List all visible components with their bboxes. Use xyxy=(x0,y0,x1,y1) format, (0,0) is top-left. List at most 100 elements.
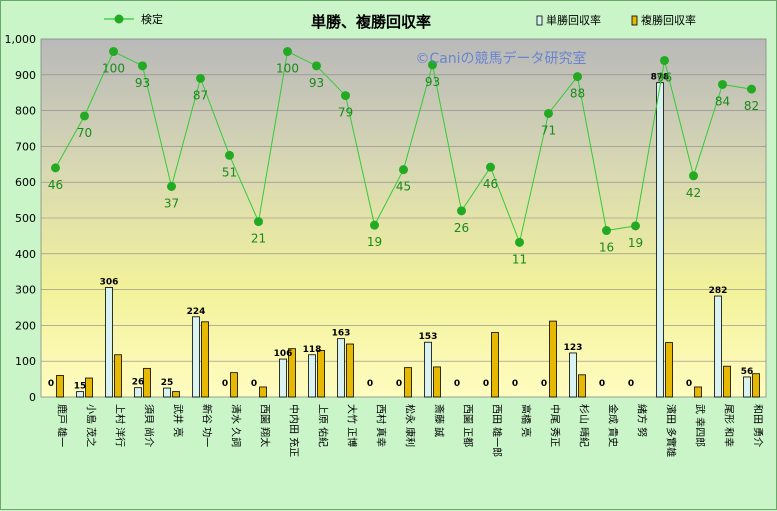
kentei-value-label: 51 xyxy=(222,165,237,179)
kentei-value-label: 21 xyxy=(251,232,266,246)
kentei-value-label: 37 xyxy=(164,196,179,210)
bar-tansho xyxy=(569,352,577,398)
x-tick-label: 斎藤 誠 xyxy=(433,404,446,437)
tansho-value-label: 0 xyxy=(396,379,402,389)
tansho-value-label: 56 xyxy=(741,367,754,377)
legend-fukusho-label: 複勝回収率 xyxy=(641,13,696,27)
tansho-value-label: 0 xyxy=(483,379,489,389)
kentei-point xyxy=(399,165,408,175)
kentei-point xyxy=(138,61,147,71)
bar-fukusho xyxy=(85,377,93,398)
kentei-value-label: 82 xyxy=(744,99,759,113)
bar-fukusho xyxy=(491,332,499,398)
x-tick-label: 上原 佑紀 xyxy=(317,404,330,447)
x-tick-label: 中尾 秀正 xyxy=(549,404,562,447)
y-tick-label: 400 xyxy=(15,248,36,261)
tansho-value-label: 0 xyxy=(454,379,460,389)
tansho-value-label: 224 xyxy=(187,307,206,317)
bar-fukusho xyxy=(114,354,122,398)
kentei-point xyxy=(254,217,263,227)
x-tick-label: 金成 貴史 xyxy=(607,404,620,447)
y-tick-label: 900 xyxy=(15,69,36,82)
x-tick-label: 新谷 功一 xyxy=(201,404,214,447)
legend-fukusho-swatch xyxy=(631,15,638,26)
tansho-value-label: 0 xyxy=(628,379,634,389)
kentei-value-label: 70 xyxy=(77,126,92,140)
x-tick-label: 武 幸四郎 xyxy=(694,404,707,447)
bar-tansho xyxy=(308,354,316,398)
kentei-point xyxy=(718,79,727,89)
x-tick-label: 清水 久詞 xyxy=(230,404,243,447)
bar-fukusho xyxy=(549,320,557,398)
bar-tansho xyxy=(279,358,287,398)
kentei-value-label: 100 xyxy=(102,62,125,76)
kentei-point xyxy=(457,206,466,216)
kentei-point xyxy=(341,91,350,101)
x-tick-label: 和田 勇介 xyxy=(752,404,764,447)
kentei-value-label: 93 xyxy=(425,75,440,89)
y-tick-label: 600 xyxy=(15,176,36,189)
bar-fukusho xyxy=(665,342,673,398)
kentei-point xyxy=(689,171,698,181)
bar-fukusho xyxy=(56,375,64,398)
y-axis: 0 100 200 300 400 500 600 700 800 900 1,000 xyxy=(5,33,37,404)
kentei-point xyxy=(573,72,582,82)
x-tick-label: 高橋 亮 xyxy=(520,404,533,437)
bar-fukusho xyxy=(404,367,412,398)
bar-fukusho xyxy=(752,373,760,398)
kentei-value-label: 19 xyxy=(628,236,643,250)
kentei-value-label: 16 xyxy=(599,241,614,255)
kentei-value-label: 46 xyxy=(48,178,63,192)
bar-tansho xyxy=(714,295,722,398)
bar-tansho xyxy=(163,387,171,398)
bar-tansho xyxy=(105,287,113,398)
x-tick-label: 西園 翔太 xyxy=(259,404,272,447)
y-tick-label: 500 xyxy=(15,212,36,225)
kentei-value-label: 100 xyxy=(276,62,299,76)
kentei-value-label: 79 xyxy=(338,106,353,120)
kentei-point xyxy=(515,237,524,247)
legend-tansho-swatch xyxy=(536,15,543,26)
legend-tansho-label: 単勝回収率 xyxy=(546,13,601,27)
series-kentei-line: 46 70 100 93 37 87 51 21 100 93 79 19 45 93 26 46 11 71 88… xyxy=(48,47,759,266)
kentei-point xyxy=(80,111,89,121)
tansho-value-label: 282 xyxy=(709,286,728,296)
kentei-point xyxy=(660,55,669,65)
tansho-value-label: 106 xyxy=(274,349,293,359)
kentei-point xyxy=(631,221,640,231)
kentei-value-label: 19 xyxy=(367,235,382,249)
bar-fukusho xyxy=(288,348,296,398)
bar-tansho xyxy=(337,338,345,398)
kentei-point xyxy=(428,60,437,70)
y-tick-label: 100 xyxy=(15,355,36,368)
tansho-value-label: 0 xyxy=(512,379,518,389)
kentei-value-label: 26 xyxy=(454,221,469,235)
tansho-value-label: 163 xyxy=(332,329,351,339)
tansho-value-label: 0 xyxy=(222,379,228,389)
series-fukusho-bars xyxy=(56,320,760,398)
tansho-value-label: 123 xyxy=(564,343,583,353)
bar-tansho xyxy=(656,82,664,398)
tansho-value-label: 25 xyxy=(161,378,174,388)
legend-kentei-marker xyxy=(114,14,124,24)
kentei-point xyxy=(602,226,611,236)
y-tick-label: 0 xyxy=(29,391,36,404)
series-tansho-bars xyxy=(76,82,751,398)
kentei-point xyxy=(51,163,60,173)
legend-kentei-label: 検定 xyxy=(141,12,163,26)
bar-fukusho xyxy=(172,391,180,398)
kentei-value-label: 96 xyxy=(657,70,672,84)
x-axis: 鹿戸 雄一 小島 茂之 上村 洋行 須貝 尚介 武井 亮 新谷 功一 清水 久詞 西園 翔太 中… xyxy=(56,404,764,457)
watermark: ©Caniの競馬データ研究室 xyxy=(415,50,586,67)
tansho-value-label: 0 xyxy=(599,379,605,389)
tansho-value-label: 15 xyxy=(74,382,87,392)
kentei-value-label: 93 xyxy=(309,76,324,90)
kentei-point xyxy=(225,150,234,160)
kentei-value-label: 93 xyxy=(135,76,150,90)
kentei-point xyxy=(747,84,756,94)
bar-tansho xyxy=(743,376,751,398)
bar-tansho xyxy=(134,387,142,398)
y-tick-label: 300 xyxy=(15,284,36,297)
